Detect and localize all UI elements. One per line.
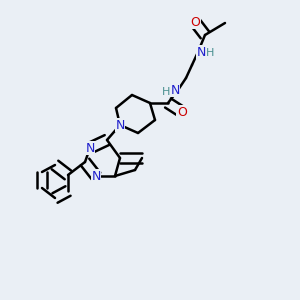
Text: O: O [190,16,200,28]
Text: N: N [115,118,125,131]
Text: H: H [162,86,170,97]
Text: N: N [91,169,101,182]
Text: H: H [206,49,214,58]
Text: O: O [177,106,187,118]
Text: N: N [196,46,206,59]
Text: N: N [170,83,180,97]
Text: N: N [85,142,95,154]
